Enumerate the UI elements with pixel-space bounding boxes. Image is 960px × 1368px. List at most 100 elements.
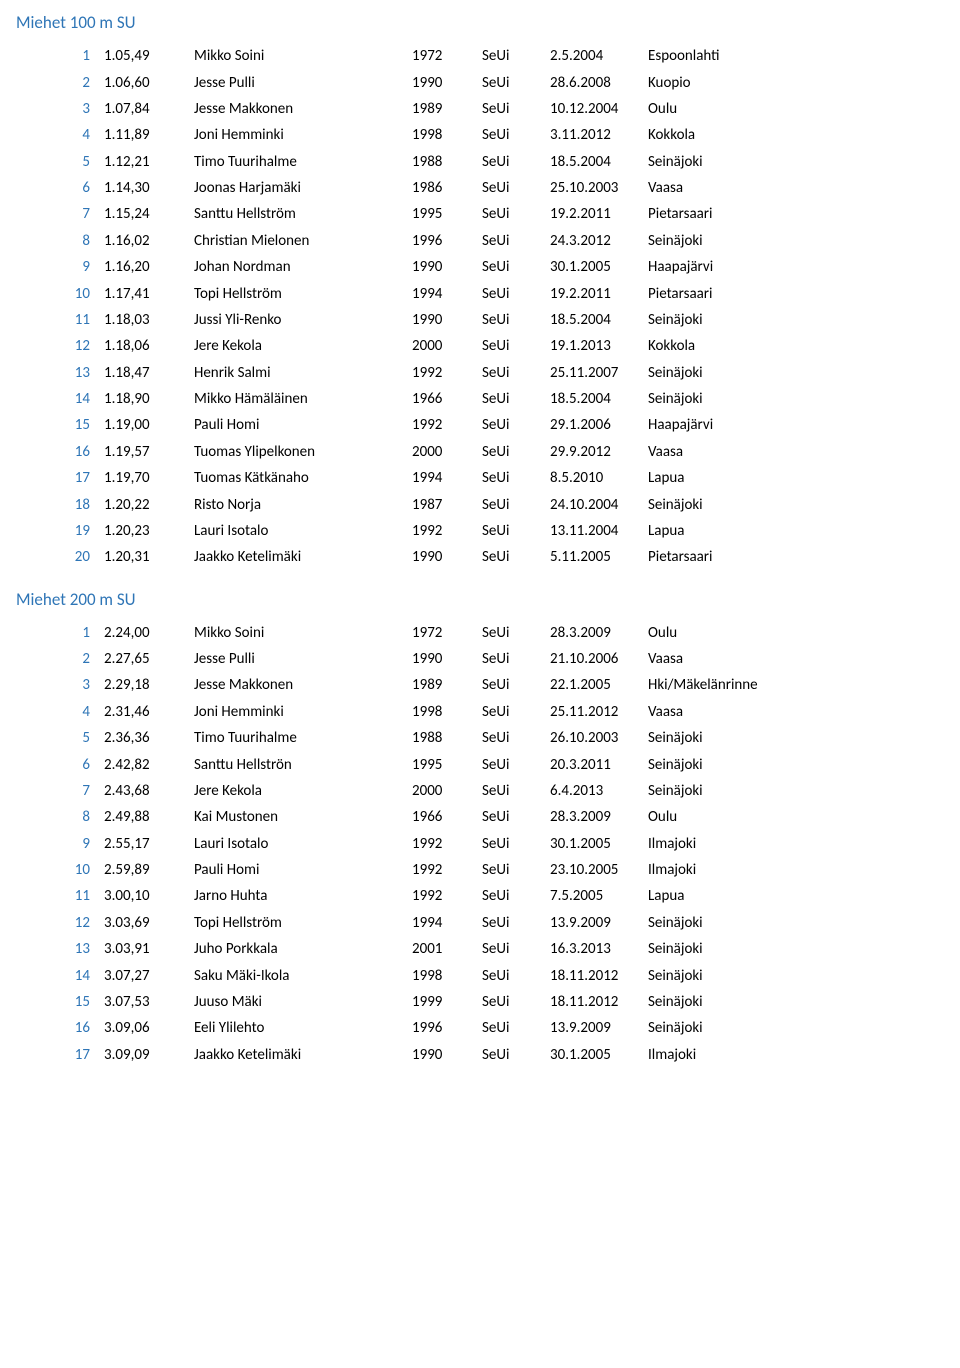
name-cell: Jaakko Ketelimäki <box>194 1042 412 1068</box>
place-cell: Lapua <box>648 465 720 491</box>
time-cell: 1.20,23 <box>104 518 194 544</box>
date-cell: 29.9.2012 <box>550 439 648 465</box>
table-row: 91.16,20Johan Nordman1990SeUi30.1.2005Ha… <box>70 254 720 280</box>
year-cell: 2000 <box>412 778 482 804</box>
date-cell: 26.10.2003 <box>550 725 648 751</box>
year-cell: 1995 <box>412 751 482 777</box>
results-table: 11.05,49Mikko Soini1972SeUi2.5.2004Espoo… <box>70 43 720 571</box>
time-cell: 3.09,06 <box>104 1015 194 1041</box>
name-cell: Jaakko Ketelimäki <box>194 544 412 570</box>
place-cell: Seinäjoki <box>648 936 758 962</box>
rank-cell: 11 <box>70 307 104 333</box>
year-cell: 1990 <box>412 69 482 95</box>
club-cell: SeUi <box>482 333 550 359</box>
place-cell: Haapajärvi <box>648 412 720 438</box>
place-cell: Vaasa <box>648 439 720 465</box>
year-cell: 1990 <box>412 307 482 333</box>
club-cell: SeUi <box>482 280 550 306</box>
place-cell: Seinäjoki <box>648 360 720 386</box>
place-cell: Vaasa <box>648 699 758 725</box>
year-cell: 1986 <box>412 175 482 201</box>
date-cell: 18.5.2004 <box>550 307 648 333</box>
club-cell: SeUi <box>482 491 550 517</box>
year-cell: 1988 <box>412 149 482 175</box>
club-cell: SeUi <box>482 69 550 95</box>
date-cell: 24.10.2004 <box>550 491 648 517</box>
rank-cell: 12 <box>70 333 104 359</box>
place-cell: Kokkola <box>648 122 720 148</box>
results-table: 12.24,00Mikko Soini1972SeUi28.3.2009Oulu… <box>70 620 758 1068</box>
table-row: 113.00,10Jarno Huhta1992SeUi7.5.2005Lapu… <box>70 883 758 909</box>
date-cell: 25.11.2007 <box>550 360 648 386</box>
name-cell: Lauri Isotalo <box>194 518 412 544</box>
club-cell: SeUi <box>482 1042 550 1068</box>
table-row: 21.06,60Jesse Pulli1990SeUi28.6.2008Kuop… <box>70 69 720 95</box>
date-cell: 28.3.2009 <box>550 620 648 646</box>
name-cell: Lauri Isotalo <box>194 831 412 857</box>
year-cell: 1998 <box>412 122 482 148</box>
name-cell: Johan Nordman <box>194 254 412 280</box>
time-cell: 2.42,82 <box>104 751 194 777</box>
name-cell: Saku Mäki-Ikola <box>194 962 412 988</box>
club-cell: SeUi <box>482 201 550 227</box>
table-row: 171.19,70Tuomas Kätkänaho1994SeUi8.5.201… <box>70 465 720 491</box>
time-cell: 1.14,30 <box>104 175 194 201</box>
club-cell: SeUi <box>482 175 550 201</box>
date-cell: 8.5.2010 <box>550 465 648 491</box>
name-cell: Joni Hemminki <box>194 122 412 148</box>
table-row: 111.18,03Jussi Yli-Renko1990SeUi18.5.200… <box>70 307 720 333</box>
time-cell: 2.36,36 <box>104 725 194 751</box>
time-cell: 2.24,00 <box>104 620 194 646</box>
club-cell: SeUi <box>482 254 550 280</box>
name-cell: Tuomas Ylipelkonen <box>194 439 412 465</box>
table-row: 62.42,82Santtu Hellströn1995SeUi20.3.201… <box>70 751 758 777</box>
time-cell: 1.17,41 <box>104 280 194 306</box>
place-cell: Seinäjoki <box>648 307 720 333</box>
date-cell: 28.6.2008 <box>550 69 648 95</box>
place-cell: Ilmajoki <box>648 831 758 857</box>
place-cell: Seinäjoki <box>648 778 758 804</box>
place-cell: Kokkola <box>648 333 720 359</box>
club-cell: SeUi <box>482 122 550 148</box>
place-cell: Vaasa <box>648 646 758 672</box>
year-cell: 1999 <box>412 989 482 1015</box>
year-cell: 1998 <box>412 699 482 725</box>
rank-cell: 8 <box>70 804 104 830</box>
table-row: 71.15,24Santtu Hellström1995SeUi19.2.201… <box>70 201 720 227</box>
date-cell: 19.2.2011 <box>550 280 648 306</box>
time-cell: 3.07,53 <box>104 989 194 1015</box>
year-cell: 1996 <box>412 1015 482 1041</box>
club-cell: SeUi <box>482 883 550 909</box>
table-row: 41.11,89Joni Hemminki1998SeUi3.11.2012Ko… <box>70 122 720 148</box>
date-cell: 30.1.2005 <box>550 1042 648 1068</box>
time-cell: 1.15,24 <box>104 201 194 227</box>
table-row: 173.09,09Jaakko Ketelimäki1990SeUi30.1.2… <box>70 1042 758 1068</box>
name-cell: Topi Hellström <box>194 280 412 306</box>
club-cell: SeUi <box>482 620 550 646</box>
place-cell: Oulu <box>648 620 758 646</box>
rank-cell: 6 <box>70 175 104 201</box>
name-cell: Joonas Harjamäki <box>194 175 412 201</box>
table-row: 141.18,90Mikko Hämäläinen1966SeUi18.5.20… <box>70 386 720 412</box>
name-cell: Topi Hellström <box>194 910 412 936</box>
name-cell: Juuso Mäki <box>194 989 412 1015</box>
place-cell: Seinäjoki <box>648 386 720 412</box>
club-cell: SeUi <box>482 910 550 936</box>
rank-cell: 7 <box>70 778 104 804</box>
rank-cell: 12 <box>70 910 104 936</box>
place-cell: Seinäjoki <box>648 491 720 517</box>
time-cell: 1.06,60 <box>104 69 194 95</box>
name-cell: Santtu Hellströn <box>194 751 412 777</box>
place-cell: Seinäjoki <box>648 910 758 936</box>
year-cell: 1992 <box>412 518 482 544</box>
year-cell: 1972 <box>412 43 482 69</box>
year-cell: 1990 <box>412 544 482 570</box>
date-cell: 18.11.2012 <box>550 962 648 988</box>
time-cell: 2.49,88 <box>104 804 194 830</box>
rank-cell: 4 <box>70 699 104 725</box>
place-cell: Seinäjoki <box>648 751 758 777</box>
place-cell: Lapua <box>648 518 720 544</box>
time-cell: 1.19,00 <box>104 412 194 438</box>
year-cell: 1990 <box>412 1042 482 1068</box>
time-cell: 2.55,17 <box>104 831 194 857</box>
